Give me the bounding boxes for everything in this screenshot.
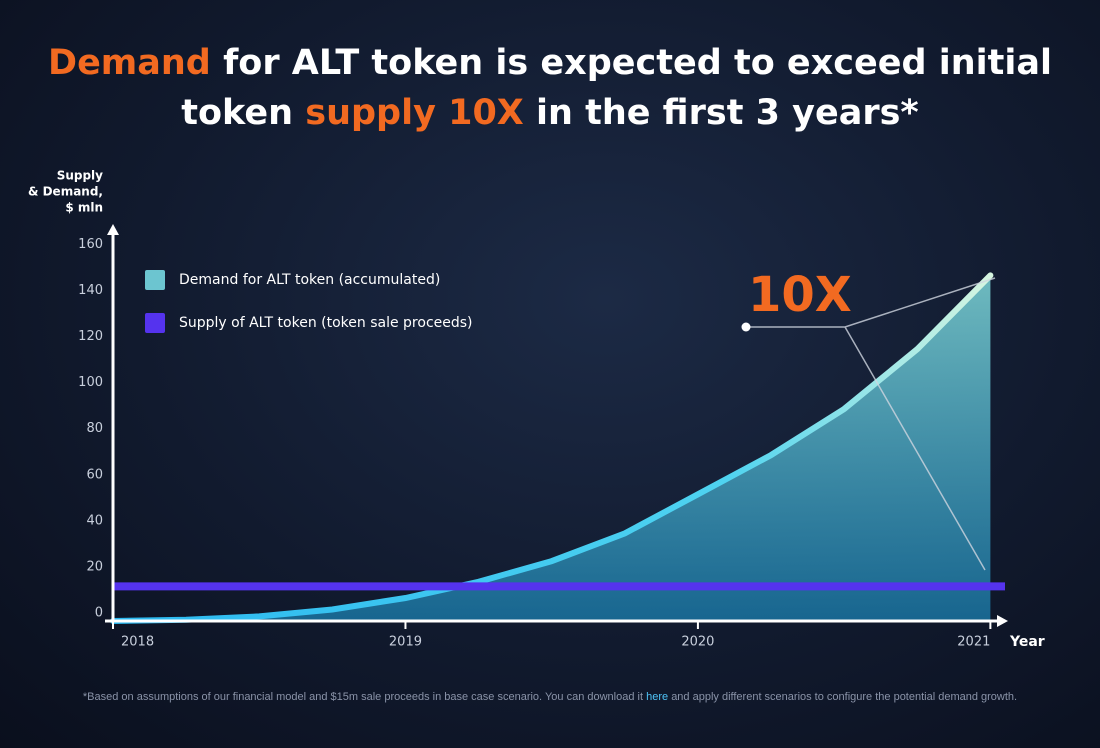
footnote-text: and apply different scenarios to configu… bbox=[671, 691, 1018, 703]
y-tick-label: 100 bbox=[78, 375, 103, 390]
y-tick-label: 40 bbox=[86, 513, 103, 528]
y-tick-label: 80 bbox=[86, 421, 103, 436]
plot: Demand for ALT token (accumulated) Supply… bbox=[28, 169, 1045, 651]
y-arrow bbox=[107, 224, 119, 235]
demand-area bbox=[113, 275, 991, 621]
title-text: for ALT token is expected to exceed init… bbox=[223, 43, 1052, 83]
y-tick-label: 60 bbox=[86, 467, 103, 482]
y-tick-label: 120 bbox=[78, 329, 103, 344]
title: Demand for ALT token is expected to exce… bbox=[0, 38, 1100, 138]
y-axis-label: $ mln bbox=[65, 201, 103, 215]
legend-swatch bbox=[145, 313, 165, 333]
legend-label: Supply of ALT token (token sale proceeds… bbox=[179, 315, 473, 331]
y-tick-label: 160 bbox=[78, 237, 103, 252]
title-highlight: supply 10X bbox=[305, 93, 524, 133]
annotation: 10X bbox=[748, 267, 852, 323]
demand-line bbox=[110, 272, 994, 624]
legend-swatch bbox=[145, 270, 165, 290]
y-tick-label: 0 bbox=[95, 606, 103, 621]
legend-label: Demand for ALT token (accumulated) bbox=[179, 272, 440, 288]
chart: Demand for ALT token (accumulated) Supply… bbox=[28, 169, 1045, 651]
x-tick-label: 2019 bbox=[389, 635, 422, 650]
download-link[interactable]: here bbox=[646, 691, 669, 703]
callout bbox=[746, 277, 996, 571]
y-axis-label: & Demand, bbox=[28, 185, 103, 199]
title-text: token bbox=[181, 93, 294, 133]
footnote-text: *Based on assumptions of our financial m… bbox=[82, 691, 644, 703]
y-axis-label: Supply bbox=[57, 169, 103, 183]
footnote: *Based on assumptions of our financial m… bbox=[40, 688, 1060, 706]
x-axis-label: Year bbox=[1009, 634, 1045, 650]
y-tick-label: 140 bbox=[78, 283, 103, 298]
x-arrow bbox=[997, 615, 1008, 627]
callout-dot bbox=[741, 322, 751, 332]
x-tick-label: 2020 bbox=[681, 635, 714, 650]
y-tick-label: 20 bbox=[86, 559, 103, 574]
x-tick-label: 2018 bbox=[121, 635, 154, 650]
title-highlight: Demand bbox=[48, 43, 211, 83]
x-tick-label: 2021 bbox=[957, 635, 990, 650]
title-text: in the first 3 years* bbox=[535, 93, 919, 133]
